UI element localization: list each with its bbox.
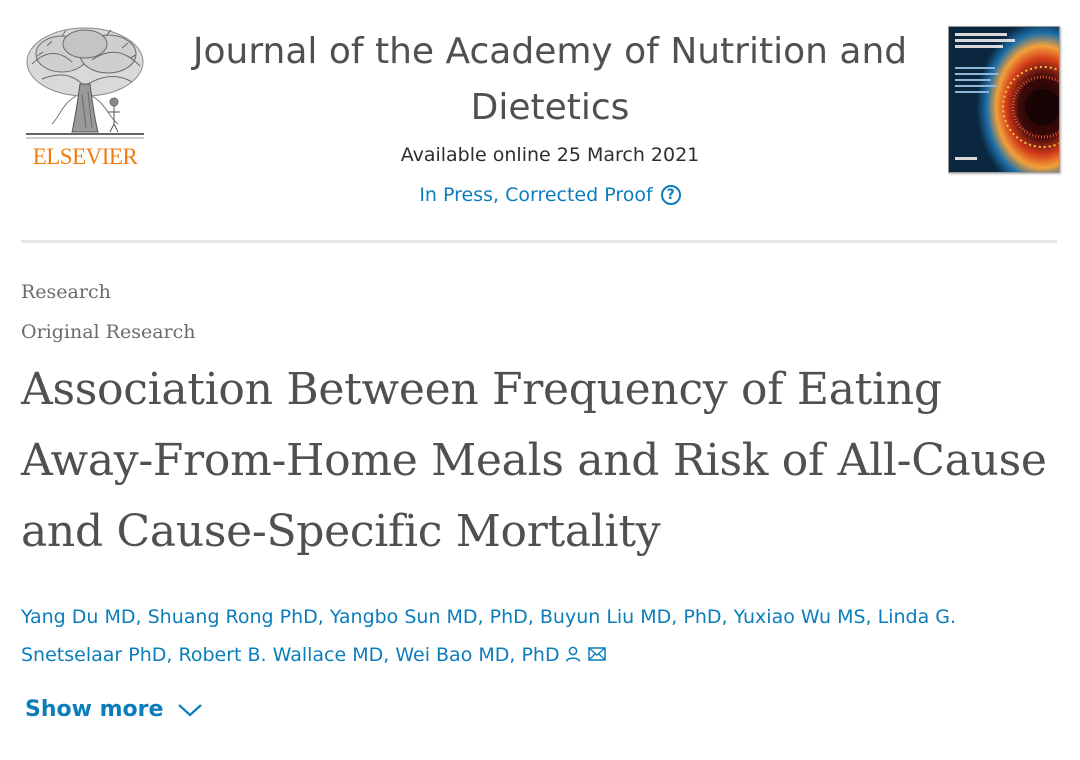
journal-header: ELSEVIER Journal of the Academy of Nutri…: [0, 0, 1080, 244]
article-subsection: Original Research: [21, 321, 196, 343]
author-links: Yang Du MD, Shuang Rong PhD, Yangbo Sun …: [21, 606, 956, 666]
article-status-label: In Press, Corrected Proof: [419, 184, 653, 206]
author-separator: ,: [135, 606, 148, 628]
author-link[interactable]: Shuang Rong PhD: [147, 606, 318, 628]
author-link[interactable]: Linda G. Snetselaar PhD: [21, 606, 957, 666]
article-status-link[interactable]: In Press, Corrected Proof ?: [419, 182, 681, 208]
corresponding-author-icons: [564, 645, 606, 663]
show-more-button[interactable]: Show more: [25, 697, 203, 722]
show-more-label: Show more: [25, 697, 164, 722]
elsevier-tree-icon: [26, 27, 144, 139]
author-separator: ,: [383, 644, 396, 666]
author-link[interactable]: Wei Bao MD, PhD: [395, 644, 560, 666]
elsevier-wordmark: ELSEVIER: [32, 144, 138, 169]
author-link[interactable]: Buyun Liu MD, PhD: [539, 606, 722, 628]
author-separator: ,: [527, 606, 540, 628]
article-title: Association Between Frequency of Eating …: [21, 364, 1047, 557]
author-link[interactable]: Yangbo Sun MD, PhD: [329, 606, 528, 628]
person-icon[interactable]: [564, 645, 582, 663]
author-separator: ,: [721, 606, 734, 628]
header-divider: [21, 240, 1057, 243]
author-link[interactable]: Yuxiao Wu MS: [733, 606, 866, 628]
chevron-down-icon: [178, 703, 203, 716]
envelope-icon[interactable]: [587, 646, 606, 662]
journal-title-link[interactable]: Journal of the Academy of Nutrition and …: [192, 31, 908, 128]
author-link[interactable]: Robert B. Wallace MD: [178, 644, 384, 666]
elsevier-logo[interactable]: ELSEVIER: [20, 24, 150, 174]
journal-cover-art-icon: [949, 27, 1059, 172]
author-separator: ,: [865, 606, 878, 628]
journal-cover-thumbnail[interactable]: [948, 26, 1060, 173]
author-link[interactable]: Yang Du MD: [21, 606, 136, 628]
help-circle-icon[interactable]: ?: [660, 185, 681, 205]
journal-info: Journal of the Academy of Nutrition and …: [170, 24, 930, 208]
author-separator: ,: [166, 644, 179, 666]
available-online-date: Available online 25 March 2021: [400, 144, 700, 166]
article-section: Research: [21, 281, 111, 303]
author-list: Yang Du MD, Shuang Rong PhD, Yangbo Sun …: [21, 598, 1061, 674]
author-separator: ,: [317, 606, 330, 628]
